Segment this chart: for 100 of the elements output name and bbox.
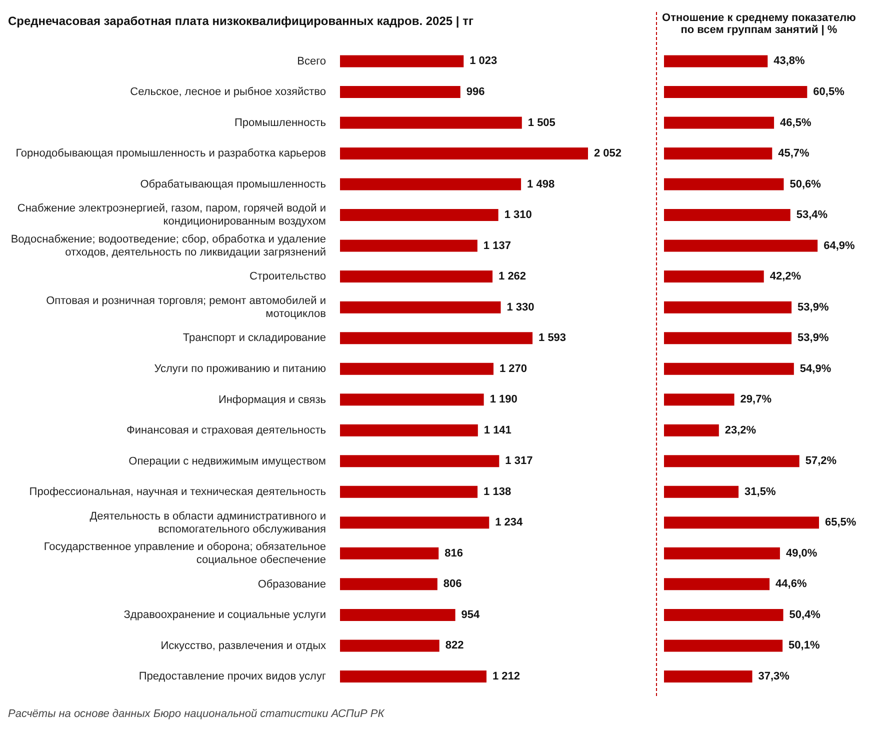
bar [340,455,500,468]
y-tick-label: Водоснабжение; водоотведение; сбор, обработка и удаление отходов, деятельность по ликвидации загрязнений [10,233,326,258]
bar [664,332,792,344]
data-label: 816 [444,547,463,560]
bar [340,424,478,436]
data-label: 1 505 [528,116,556,129]
bar [664,148,772,160]
data-label: 1 498 [527,178,555,190]
bar [664,486,739,498]
data-label: 1 190 [490,394,518,406]
y-tick-label: Горнодобывающая промышленность и разработка карьеров [16,148,326,160]
data-label: 43,8% [774,55,806,68]
y-tick-label: Оптовая и розничная торговля; ремонт автомобилей и мотоциклов [46,294,326,320]
data-label: 1 137 [483,240,511,252]
bar [340,148,588,160]
data-label: 996 [466,86,485,98]
data-label: 23,2% [724,424,756,436]
bar [340,578,438,590]
bar [340,55,464,68]
y-tick-label: Образование [258,578,326,590]
y-tick-label: Услуги по проживанию и питанию [154,363,326,375]
bar [340,86,460,98]
bar [664,301,792,314]
bar [664,640,783,652]
data-label: 954 [461,608,481,621]
data-label: 31,5% [744,486,776,498]
data-label: 29,7% [740,394,772,406]
data-label: 53,4% [796,209,828,222]
y-tick-label: Искусство, развлечения и отдых [160,640,326,652]
y-tick-label: Информация и связь [218,394,326,406]
data-label: 60,5% [813,86,845,98]
data-label: 1 317 [505,455,533,468]
data-label: 57,2% [805,455,837,468]
bar [664,178,784,190]
data-label: 1 212 [492,670,520,682]
bar [340,486,478,498]
chart-title: Отношение к среднему показателю по всем группам занятий | % [661,12,857,36]
data-label: 1 593 [538,332,566,344]
bar [664,578,770,590]
bar [340,394,484,406]
bar [664,547,780,560]
y-tick-label: Операции с недвижимым имуществом [128,455,326,468]
y-tick-label: Профессиональная, научная и техническая деятельность [29,486,326,498]
bar [340,116,522,129]
data-label: 1 262 [498,270,526,283]
bar [340,178,522,190]
bar [340,362,494,375]
bar [340,209,498,222]
data-label: 1 138 [484,486,512,498]
data-label: 50,6% [790,178,822,190]
text: Расчёты на основе данных Бюро национальной статистики АСПиР РК [8,708,384,720]
data-label: 1 023 [470,55,498,68]
y-tick-label: Здравоохранение и социальные услуги [124,609,326,622]
y-tick-label: Государственное управление и оборона; обязательное социальное обеспечение [44,541,326,566]
y-tick-label: Строительство [249,270,326,283]
bar [664,55,768,68]
bar [664,608,784,621]
y-tick-label: Предоставление прочих видов услуг [138,670,326,683]
data-label: 45,7% [778,148,810,160]
bar [664,270,764,283]
bar [664,516,819,529]
bar [664,240,818,252]
bar [340,332,533,344]
data-label: 65,5% [825,516,856,529]
data-label: 1 310 [504,209,532,222]
text: Среднечасовая заработная плата низкоквалифицированных кадров. 2025 | тг [8,14,474,28]
bar [664,209,790,222]
data-label: 37,3% [758,670,790,682]
bar [664,86,808,98]
bar [340,516,490,529]
y-tick-label: Деятельность в области административного и вспомогательного обслуживания [90,510,326,536]
data-label: 49,0% [786,547,818,560]
bar [664,394,734,406]
bar [340,547,439,560]
y-tick-label: Транспорт и складирование [182,332,326,344]
bar [340,240,478,252]
y-tick-label: Всего [297,55,326,68]
data-label: 50,4% [789,608,821,621]
data-label: 1 270 [499,362,528,375]
y-tick-label: Финансовая и страховая деятельность [126,424,326,437]
bar [340,670,486,682]
bar [340,301,501,314]
data-label: 46,5% [780,116,812,129]
data-label: 42,2% [770,270,802,283]
bar [664,455,800,468]
y-tick-label: Промышленность [234,116,326,129]
bar [340,608,456,621]
y-tick-label: Снабжение электроэнергией, газом, паром, горячей водой и кондиционированным воздухом [17,202,326,228]
data-label: 53,9% [798,301,829,314]
bar [664,362,794,375]
data-label: 806 [443,578,462,590]
y-tick-label: Обрабатывающая промышленность [140,178,326,190]
data-label: 1 330 [506,301,534,314]
data-label: 1 141 [484,424,512,436]
y-tick-label: Сельское, лесное и рыбное хозяйство [130,86,326,98]
data-label: 2 052 [594,148,622,160]
data-label: 64,9% [824,240,855,252]
data-label: 1 234 [495,516,524,529]
bar [664,116,774,129]
data-label: 54,9% [800,362,832,375]
